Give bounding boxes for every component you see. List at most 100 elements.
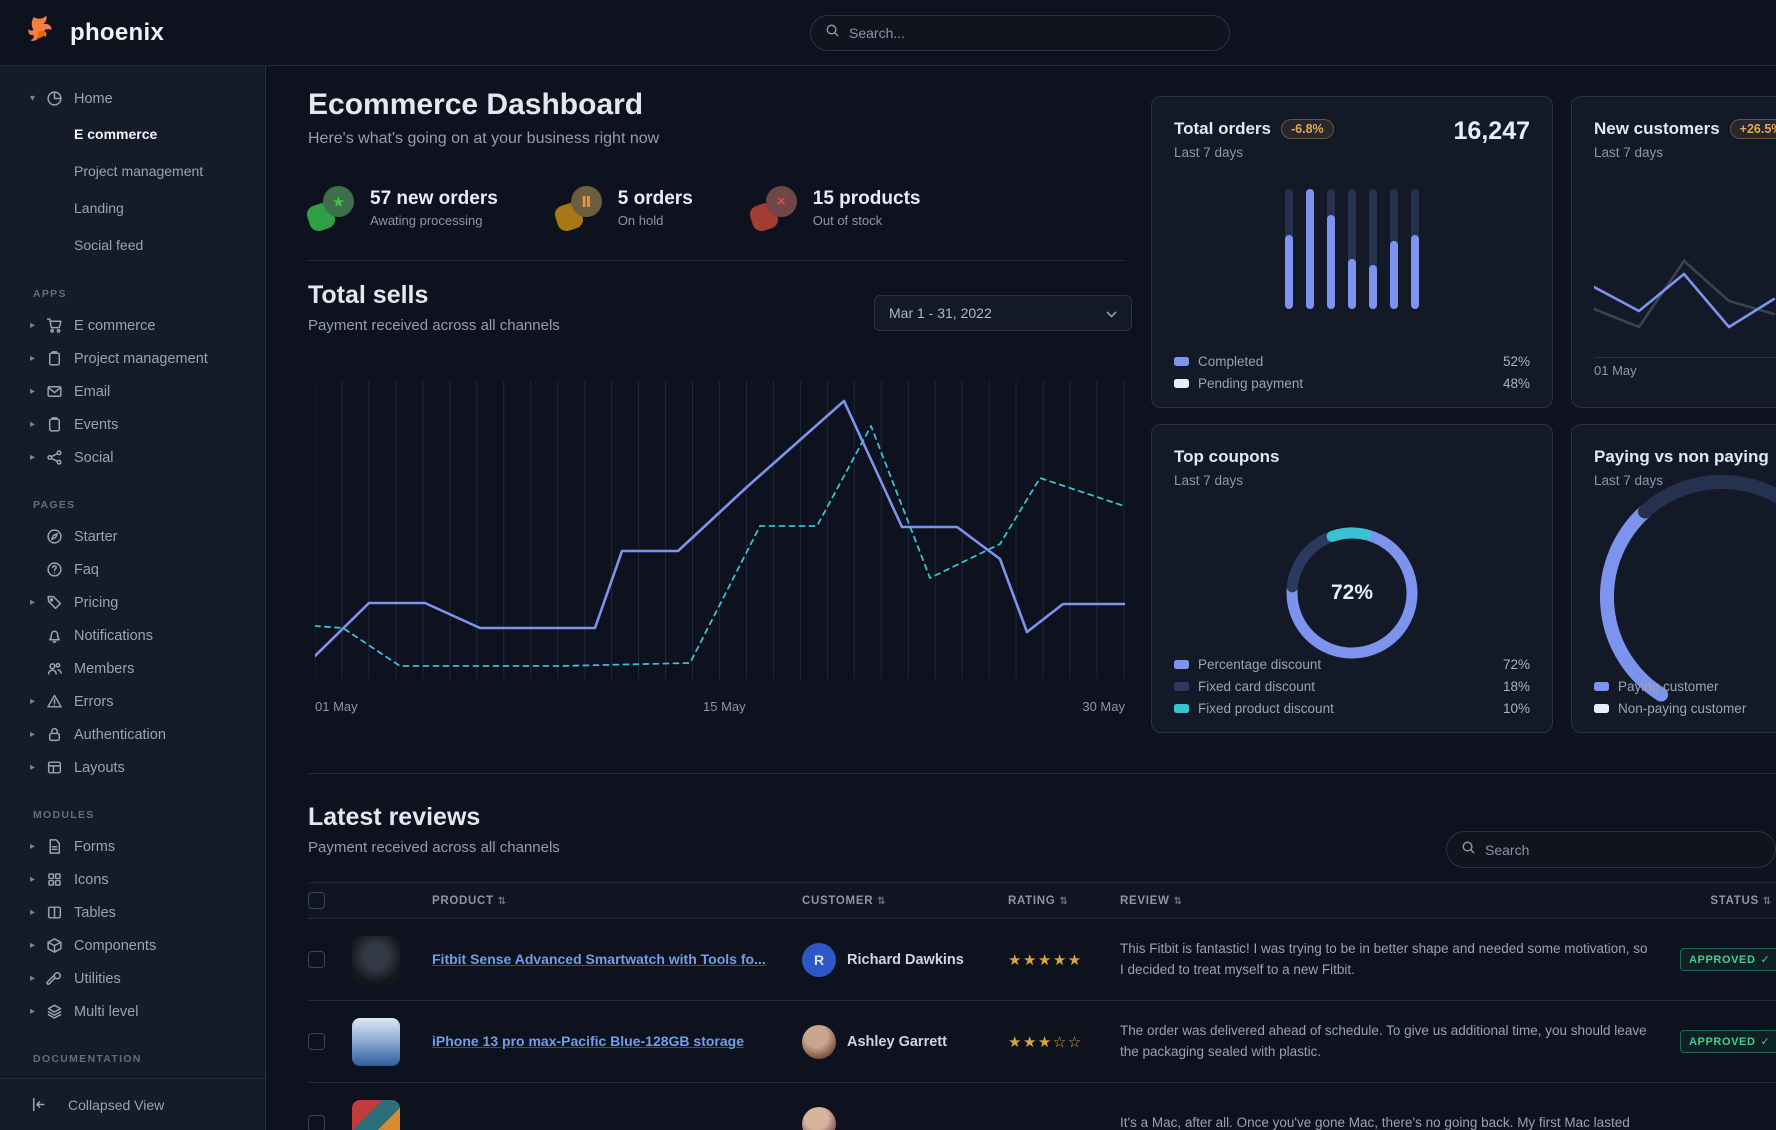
bar-track [1390, 189, 1398, 309]
legend-label: Fixed product discount [1198, 701, 1334, 716]
caret-right-icon: ▸ [30, 907, 36, 918]
global-search[interactable] [810, 15, 1230, 51]
legend-value: 52% [1502, 354, 1530, 369]
bell-icon [46, 627, 63, 644]
warning-triangle-icon [46, 693, 63, 710]
envelope-icon [46, 383, 63, 400]
sidebar-item-utilities[interactable]: ▸ Utilities [0, 962, 265, 995]
sidebar-subitem-social-feed[interactable]: Social feed [0, 226, 265, 263]
pie-chart-icon [46, 90, 63, 107]
sidebar-item-faq[interactable]: Faq [0, 553, 265, 586]
sidebar-item-project-management[interactable]: ▸ Project management [0, 342, 265, 375]
total-sells-title: Total sells [308, 281, 429, 309]
product-thumbnail[interactable] [352, 1017, 400, 1066]
table-header-col-customer[interactable]: CUSTOMER ⇅ [802, 895, 1008, 907]
bar-track [1327, 189, 1335, 309]
sidebar-section-title: DOCUMENTATION [33, 1053, 142, 1065]
x-tick-label: 15 May [703, 699, 746, 714]
sidebar-item-email[interactable]: ▸ Email [0, 375, 265, 408]
sidebar-item-authentication[interactable]: ▸ Authentication [0, 718, 265, 751]
sidebar-item-social[interactable]: ▸ Social [0, 441, 265, 474]
row-checkbox[interactable] [308, 1033, 325, 1050]
reviews-search-input[interactable] [1485, 841, 1761, 858]
caret-right-icon: ▸ [30, 973, 36, 984]
row-customer-cell: Ashley Garrett [802, 1024, 1008, 1059]
sidebar-item-errors[interactable]: ▸ Errors [0, 685, 265, 718]
quick-stat: × 15 products Out of stock [747, 186, 920, 234]
brand-logo[interactable]: phoenix [26, 13, 164, 52]
dashboard-left-column: Ecommerce Dashboard Here's what's going … [304, 66, 1132, 717]
legend-label: Fixed card discount [1198, 679, 1316, 694]
review-table-row: Fitbit Sense Advanced Smartwatch with To… [308, 919, 1776, 1001]
row-status-cell: APPROVED ✓ [1680, 948, 1776, 971]
sidebar-item-pricing[interactable]: ▸ Pricing [0, 586, 265, 619]
sparkline-x-label: 01 May [1594, 363, 1637, 378]
sidebar-subitem-project-management[interactable]: Project management [0, 152, 265, 189]
table-header-col-rating[interactable]: RATING ⇅ [1008, 895, 1120, 907]
sidebar-item-label: Pricing [74, 594, 119, 611]
customer-name: Ashley Garrett [847, 1033, 947, 1050]
quick-stat-sub: On hold [617, 213, 664, 228]
sidebar-item-members[interactable]: Members [0, 652, 265, 685]
collapsed-view-toggle[interactable]: Collapsed View [0, 1078, 265, 1130]
quick-stat-text: 5 orders On hold [618, 188, 693, 228]
trend-badge: +26.5% [1729, 119, 1776, 139]
sidebar-item-events[interactable]: ▸ Events [0, 408, 265, 441]
table-header-col-product[interactable]: PRODUCT ⇅ [432, 895, 802, 907]
product-link[interactable]: Fitbit Sense Advanced Smartwatch with To… [432, 951, 766, 968]
row-checkbox[interactable] [308, 1115, 325, 1130]
caret-right-icon: ▸ [30, 353, 36, 364]
quick-stat-sub: Awating processing [370, 213, 483, 228]
quick-stat: Ⅱ 5 orders On hold [552, 186, 693, 234]
sidebar-item-tables[interactable]: ▸ Tables [0, 896, 265, 929]
orders-bar-chart [1285, 189, 1419, 309]
sidebar-subitem-e-commerce[interactable]: E commerce [0, 115, 265, 152]
select-all-checkbox[interactable] [308, 892, 325, 909]
row-checkbox[interactable] [308, 951, 325, 968]
sidebar-subitem-label: Landing [74, 199, 124, 216]
reviews-search[interactable] [1446, 831, 1776, 868]
sidebar-item-starter[interactable]: Starter [0, 520, 265, 553]
sidebar-item-layouts[interactable]: ▸ Layouts [0, 751, 265, 784]
bar-track [1369, 189, 1377, 309]
sidebar-subitem-landing[interactable]: Landing [0, 189, 265, 226]
paying-gauge-chart [1599, 474, 1776, 702]
product-link[interactable]: iPhone 13 pro max-Pacific Blue-128GB sto… [432, 1033, 744, 1050]
sort-icon: ⇅ [497, 895, 507, 907]
reviews-title: Latest reviews [308, 803, 481, 831]
sidebar-item-forms[interactable]: ▸ Forms [0, 830, 265, 863]
table-header-col-status[interactable]: STATUS ⇅ [1710, 895, 1776, 907]
sidebar-section-title: PAGES [33, 499, 76, 511]
legend-label: Completed [1198, 354, 1264, 369]
row-status-cell: APPROVED ✓ [1680, 1030, 1776, 1053]
paying-legend: Paying customer Non-paying customer [1594, 679, 1776, 716]
check-icon: ✓ [1760, 954, 1771, 966]
date-range-select[interactable]: Mar 1 - 31, 2022 [874, 295, 1132, 331]
legend-value: 48% [1502, 376, 1530, 391]
sidebar-item-icons[interactable]: ▸ Icons [0, 863, 265, 896]
global-search-input[interactable] [849, 25, 1215, 41]
sidebar-item-multi-level[interactable]: ▸ Multi level [0, 995, 265, 1028]
sidebar-item-label: Multi level [74, 1003, 139, 1020]
sidebar-item-notifications[interactable]: Notifications [0, 619, 265, 652]
product-thumbnail[interactable] [352, 935, 400, 984]
quick-stat-sub: Out of stock [812, 213, 883, 228]
lock-icon [46, 726, 63, 743]
date-range-value: Mar 1 - 31, 2022 [889, 305, 992, 321]
product-thumbnail[interactable] [352, 1099, 400, 1130]
legend-swatch [1174, 379, 1189, 388]
legend-swatch [1594, 682, 1609, 691]
avatar: R [802, 942, 836, 977]
grid-icon [46, 871, 63, 888]
orders-legend: Completed 52% Pending payment 48% [1174, 354, 1530, 391]
sidebar-item-e-commerce[interactable]: ▸ E commerce [0, 309, 265, 342]
sort-icon: ⇅ [877, 895, 887, 907]
legend-label: Non-paying customer [1618, 701, 1747, 716]
table-header-col-review[interactable]: REVIEW ⇅ [1120, 895, 1680, 907]
row-thumb-cell [352, 1017, 432, 1066]
bar-fill [1285, 234, 1293, 309]
legend-row: Non-paying customer [1594, 701, 1776, 716]
sidebar-item-label: Components [74, 937, 157, 954]
sidebar-item-home[interactable]: ▾ Home [0, 82, 265, 115]
sidebar-item-components[interactable]: ▸ Components [0, 929, 265, 962]
